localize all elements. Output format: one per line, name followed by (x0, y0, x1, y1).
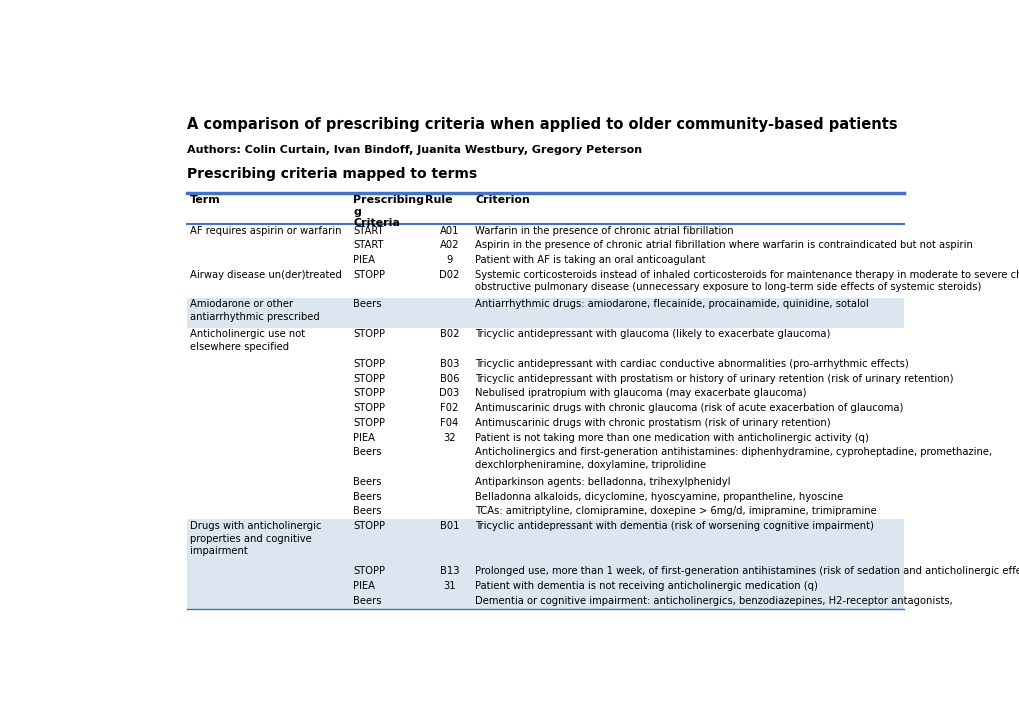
Text: STOPP: STOPP (353, 374, 385, 384)
Text: D02: D02 (439, 269, 460, 279)
Bar (186, 402, 903, 416)
Text: Anticholinergic use not
elsewhere specified: Anticholinergic use not elsewhere specif… (190, 329, 305, 351)
Text: PIEA: PIEA (353, 581, 375, 591)
Text: D03: D03 (439, 389, 460, 398)
Text: Nebulised ipratropium with glaucoma (may exacerbate glaucoma): Nebulised ipratropium with glaucoma (may… (475, 389, 806, 398)
Bar (186, 387, 903, 402)
Bar (186, 357, 903, 372)
Text: Warfarin in the presence of chronic atrial fibrillation: Warfarin in the presence of chronic atri… (475, 225, 734, 235)
Text: Drugs with anticholinergic
properties and cognitive
impairment: Drugs with anticholinergic properties an… (190, 521, 321, 556)
Text: B13: B13 (439, 566, 459, 576)
Text: Prescribing criteria mapped to terms: Prescribing criteria mapped to terms (186, 167, 477, 181)
Bar (186, 372, 903, 387)
Bar (186, 475, 903, 490)
Text: A comparison of prescribing criteria when applied to older community-based patie: A comparison of prescribing criteria whe… (186, 117, 897, 132)
Text: Antiparkinson agents: belladonna, trihexylphenidyl: Antiparkinson agents: belladonna, trihex… (475, 477, 730, 487)
Text: Antimuscarinic drugs with chronic glaucoma (risk of acute exacerbation of glauco: Antimuscarinic drugs with chronic glauco… (475, 403, 903, 413)
Text: Antiarrhythmic drugs: amiodarone, flecainide, procainamide, quinidine, sotalol: Antiarrhythmic drugs: amiodarone, flecai… (475, 300, 868, 310)
Text: Amiodarone or other
antiarrhythmic prescribed: Amiodarone or other antiarrhythmic presc… (190, 300, 319, 322)
Text: 32: 32 (443, 433, 455, 443)
Text: START: START (353, 225, 383, 235)
Text: B02: B02 (439, 329, 459, 339)
Text: Tricyclic antidepressant with glaucoma (likely to exacerbate glaucoma): Tricyclic antidepressant with glaucoma (… (475, 329, 829, 339)
Text: Antimuscarinic drugs with chronic prostatism (risk of urinary retention): Antimuscarinic drugs with chronic prosta… (475, 418, 830, 428)
Bar (186, 505, 903, 520)
Text: Beers: Beers (353, 300, 381, 310)
Text: STOPP: STOPP (353, 418, 385, 428)
Bar (186, 253, 903, 268)
Text: Prolonged use, more than 1 week, of first-generation antihistamines (risk of sed: Prolonged use, more than 1 week, of firs… (475, 566, 1019, 576)
Text: Beers: Beers (353, 492, 381, 502)
Text: Dementia or cognitive impairment: anticholinergics, benzodiazepines, H2-receptor: Dementia or cognitive impairment: antich… (475, 595, 952, 606)
Text: B06: B06 (439, 374, 459, 384)
Text: Tricyclic antidepressant with cardiac conductive abnormalities (pro-arrhythmic e: Tricyclic antidepressant with cardiac co… (475, 359, 908, 369)
Text: Tricyclic antidepressant with dementia (risk of worsening cognitive impairment): Tricyclic antidepressant with dementia (… (475, 521, 873, 531)
Bar (186, 328, 903, 357)
Text: PIEA: PIEA (353, 433, 375, 443)
Text: 9: 9 (446, 255, 452, 265)
Bar (186, 594, 903, 608)
Text: Term: Term (190, 195, 220, 205)
Bar (186, 238, 903, 253)
Bar (186, 520, 903, 564)
Bar (186, 446, 903, 475)
Text: Aspirin in the presence of chronic atrial fibrillation where warfarin is contrai: Aspirin in the presence of chronic atria… (475, 240, 972, 251)
Text: Beers: Beers (353, 506, 381, 516)
Text: B01: B01 (439, 521, 459, 531)
Bar (186, 298, 903, 328)
Text: STOPP: STOPP (353, 521, 385, 531)
Bar (186, 579, 903, 594)
Text: STOPP: STOPP (353, 269, 385, 279)
Text: Beers: Beers (353, 447, 381, 457)
Text: Beers: Beers (353, 477, 381, 487)
Text: AF requires aspirin or warfarin: AF requires aspirin or warfarin (190, 225, 341, 235)
Text: STOPP: STOPP (353, 566, 385, 576)
Text: Patient with AF is taking an oral anticoagulant: Patient with AF is taking an oral antico… (475, 255, 705, 265)
Bar (186, 564, 903, 579)
Text: Belladonna alkaloids, dicyclomine, hyoscyamine, propantheline, hyoscine: Belladonna alkaloids, dicyclomine, hyosc… (475, 492, 843, 502)
Text: Patient is not taking more than one medication with anticholinergic activity (q): Patient is not taking more than one medi… (475, 433, 868, 443)
Text: PIEA: PIEA (353, 255, 375, 265)
Text: F02: F02 (440, 403, 459, 413)
Text: F04: F04 (440, 418, 459, 428)
Text: A01: A01 (439, 225, 459, 235)
Text: A02: A02 (439, 240, 459, 251)
Text: TCAs: amitriptyline, clomipramine, doxepine > 6mg/d, imipramine, trimipramine: TCAs: amitriptyline, clomipramine, doxep… (475, 506, 876, 516)
Text: STOPP: STOPP (353, 359, 385, 369)
Text: Criterion: Criterion (475, 195, 530, 205)
Text: Tricyclic antidepressant with prostatism or history of urinary retention (risk o: Tricyclic antidepressant with prostatism… (475, 374, 953, 384)
Text: Airway disease un(der)treated: Airway disease un(der)treated (190, 269, 341, 279)
Bar (186, 431, 903, 446)
Bar (186, 490, 903, 505)
Text: Systemic corticosteroids instead of inhaled corticosteroids for maintenance ther: Systemic corticosteroids instead of inha… (475, 269, 1019, 292)
Text: Rule: Rule (425, 195, 452, 205)
Text: Beers: Beers (353, 595, 381, 606)
Bar (186, 416, 903, 431)
Text: B03: B03 (439, 359, 459, 369)
Text: STOPP: STOPP (353, 329, 385, 339)
Bar (186, 268, 903, 298)
Text: Authors: Colin Curtain, Ivan Bindoff, Juanita Westbury, Gregory Peterson: Authors: Colin Curtain, Ivan Bindoff, Ju… (186, 145, 641, 155)
Text: 31: 31 (443, 581, 455, 591)
Text: Anticholinergics and first-generation antihistamines: diphenhydramine, cyprohept: Anticholinergics and first-generation an… (475, 447, 991, 469)
Text: Prescribing
g
Criteria: Prescribing g Criteria (353, 195, 424, 228)
Text: STOPP: STOPP (353, 403, 385, 413)
Text: Patient with dementia is not receiving anticholinergic medication (q): Patient with dementia is not receiving a… (475, 581, 817, 591)
Text: STOPP: STOPP (353, 389, 385, 398)
Text: START: START (353, 240, 383, 251)
Bar (186, 224, 903, 238)
